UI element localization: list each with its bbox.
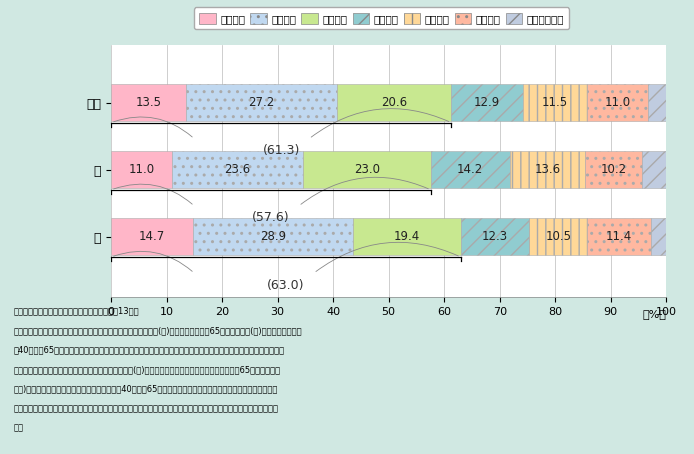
Bar xyxy=(337,84,451,121)
Text: 28.9: 28.9 xyxy=(260,230,286,243)
Text: （２)要介護状態となるおそれがある状態にある40歳以上65歳未満の者であって、その要介護状態となるおそれの: （２)要介護状態となるおそれがある状態にある40歳以上65歳未満の者であって、そ… xyxy=(14,385,278,394)
Text: 23.6: 23.6 xyxy=(225,163,251,176)
Bar xyxy=(451,84,523,121)
Bar xyxy=(111,84,186,121)
Text: (57.6): (57.6) xyxy=(252,212,290,224)
Bar xyxy=(651,218,666,255)
Text: 支援者」とは、介護保険法の要支援と認定された者（(１)要介護状態となるおそれがある状態にある65歳以上の者、: 支援者」とは、介護保険法の要支援と認定された者（(１)要介護状態となるおそれがあ… xyxy=(14,365,281,374)
Text: 11.5: 11.5 xyxy=(542,96,568,109)
Bar xyxy=(193,218,353,255)
Bar xyxy=(431,151,509,188)
Bar xyxy=(509,151,585,188)
Bar xyxy=(523,84,587,121)
Text: 13.5: 13.5 xyxy=(135,96,162,109)
Bar xyxy=(186,84,337,121)
Bar xyxy=(642,151,666,188)
Text: 13.6: 13.6 xyxy=(534,163,561,176)
Text: 40歳以上65歳未満の者であって、その要介護状態の原因となった心身の障害が特定疾病によるもの）をいう。「要: 40歳以上65歳未満の者であって、その要介護状態の原因となった心身の障害が特定疾… xyxy=(14,345,285,355)
Text: 23.0: 23.0 xyxy=(354,163,380,176)
Text: (63.0): (63.0) xyxy=(267,279,305,291)
Bar xyxy=(648,84,666,121)
Bar xyxy=(587,218,651,255)
Text: 14.2: 14.2 xyxy=(457,163,484,176)
Text: 27.2: 27.2 xyxy=(248,96,275,109)
Bar xyxy=(529,218,587,255)
Text: 11.0: 11.0 xyxy=(128,163,155,176)
Text: 14.7: 14.7 xyxy=(139,230,165,243)
Text: 19.4: 19.4 xyxy=(393,230,420,243)
Text: （注）「要介護者」とは、介護保険法の要介護と認定された者（(１)要介護状態にある65歳以上の者、(２)要介護状態にある: （注）「要介護者」とは、介護保険法の要介護と認定された者（(１)要介護状態にある… xyxy=(14,326,303,335)
Legend: 要支援者, 要介護１, 要介護２, 要介護３, 要介護４, 要介護５, 要介護度不詳: 要支援者, 要介護１, 要介護２, 要介護３, 要介護４, 要介護５, 要介護度… xyxy=(194,7,569,29)
Bar xyxy=(353,218,461,255)
Text: 10.2: 10.2 xyxy=(600,163,627,176)
Bar xyxy=(587,84,648,121)
Text: （%）: （%） xyxy=(643,310,666,320)
Text: 12.9: 12.9 xyxy=(474,96,500,109)
Bar xyxy=(585,151,642,188)
Text: 12.3: 12.3 xyxy=(482,230,508,243)
Bar xyxy=(461,218,529,255)
Text: 合計: 合計 xyxy=(14,424,24,433)
Bar xyxy=(172,151,303,188)
Text: 資料：厚生労働省「国民生活基礎調査」（平成13年）: 資料：厚生労働省「国民生活基礎調査」（平成13年） xyxy=(14,306,139,316)
Bar xyxy=(111,218,193,255)
Text: 11.0: 11.0 xyxy=(604,96,630,109)
Bar xyxy=(303,151,431,188)
Text: 11.4: 11.4 xyxy=(606,230,632,243)
Bar xyxy=(111,151,172,188)
Text: 10.5: 10.5 xyxy=(545,230,571,243)
Text: ある状態の原因となった心身の障害が特定疾病によるもの）をいう。（　）内は要支援、要介護１、要介護２の割合の: ある状態の原因となった心身の障害が特定疾病によるもの）をいう。（ ）内は要支援、… xyxy=(14,404,279,413)
Text: 20.6: 20.6 xyxy=(381,96,407,109)
Text: (61.3): (61.3) xyxy=(262,144,300,157)
